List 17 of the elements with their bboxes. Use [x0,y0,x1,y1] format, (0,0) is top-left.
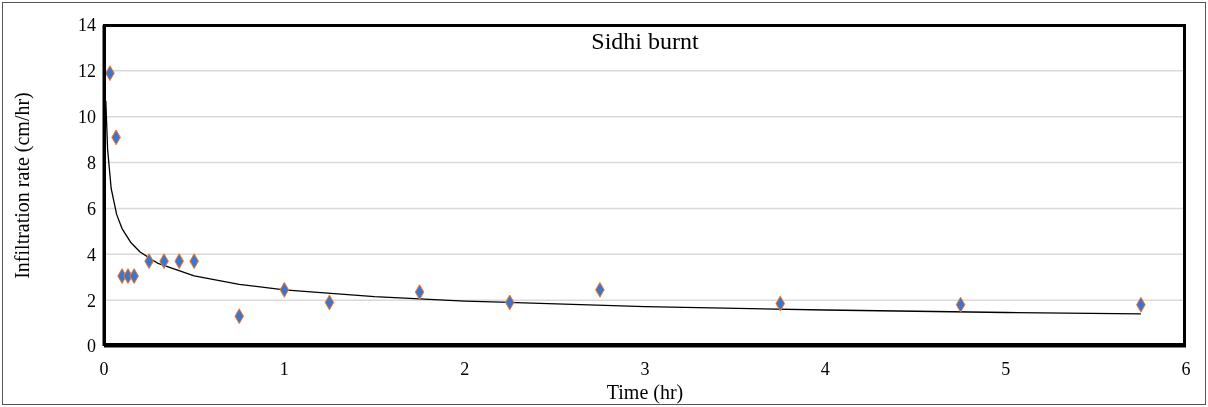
y-tick-label: 14 [78,15,96,36]
y-tick-label: 8 [87,152,96,173]
x-tick-label: 5 [1001,358,1011,379]
y-tick-label: 0 [87,336,96,357]
y-tick-label: 2 [87,290,96,311]
chart-title: Sidhi burnt [590,28,700,55]
y-tick-label: 10 [78,107,96,128]
y-tick-label: 4 [87,244,96,265]
y-tick-label: 6 [87,198,96,219]
y-tick-label: 12 [78,61,96,82]
x-tick-label: 1 [279,358,289,379]
x-tick-label: 3 [640,358,650,379]
x-axis-title: Time (hr) [606,381,684,404]
x-tick-label: 6 [1181,358,1191,379]
x-tick-label: 2 [460,358,470,379]
x-tick-label: 4 [820,358,830,379]
y-axis-title: Infiltration rate (cm/hr) [11,92,35,279]
